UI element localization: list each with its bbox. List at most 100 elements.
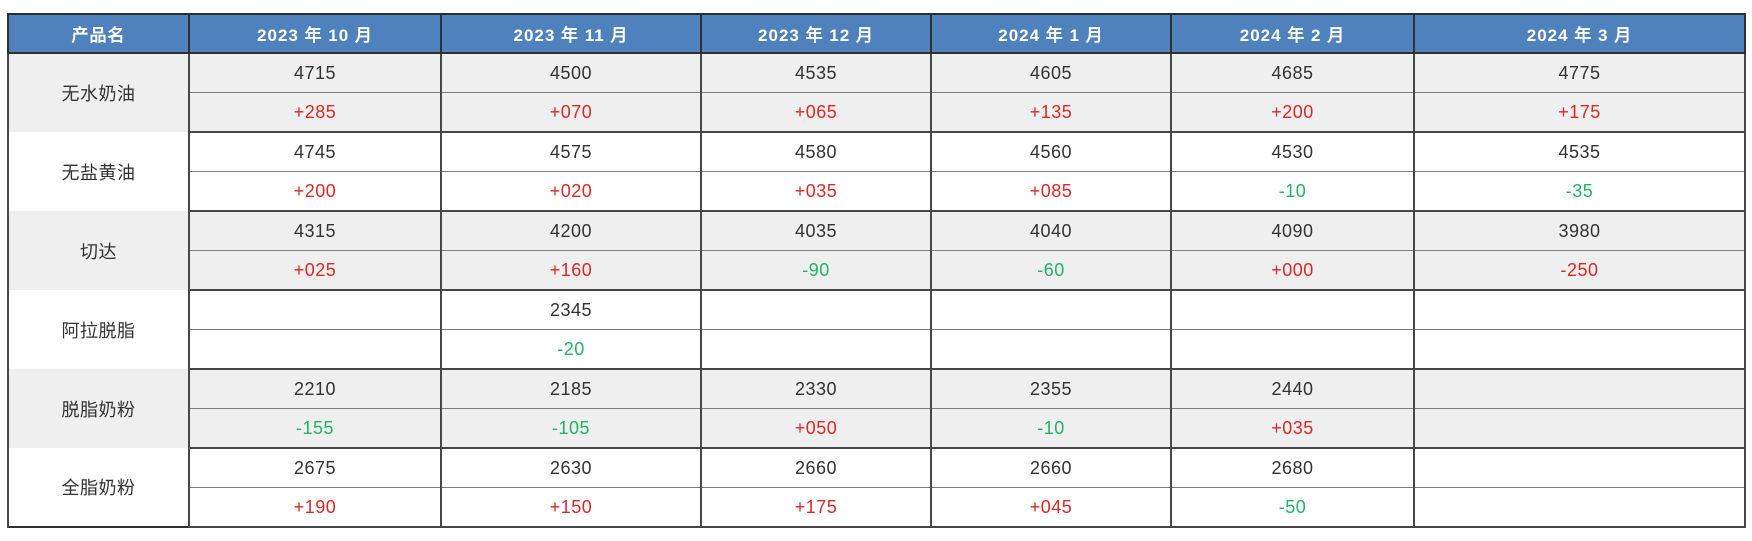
change-cell: +020: [440, 171, 702, 212]
change-cell: +200: [1170, 92, 1415, 133]
price-cell: 4685: [1170, 53, 1415, 93]
price-cell: 4715: [188, 53, 442, 93]
price-cell: 4200: [440, 211, 702, 251]
change-row: -155 -105 +050 -10 +035: [8, 408, 1746, 449]
price-cell: 4605: [930, 53, 1172, 93]
price-cell: 2345: [440, 290, 702, 330]
price-cell: 4535: [1413, 132, 1746, 172]
price-row: 阿拉脱脂 2345: [7, 290, 1746, 369]
product-name-cell: 全脂奶粉: [7, 448, 190, 527]
change-row: +025 +160 -90 -60 +000 -250: [8, 250, 1746, 291]
price-cell: 2185: [440, 369, 702, 409]
change-cell: +285: [188, 92, 442, 133]
column-header-month-5: 2024 年 2 月: [1170, 14, 1415, 54]
change-row: +285 +070 +065 +135 +200 +175: [8, 92, 1746, 133]
price-cell: 2675: [188, 448, 442, 488]
change-row: -20: [8, 329, 1746, 370]
change-cell: -90: [700, 250, 932, 291]
change-cell: -105: [440, 408, 702, 449]
change-cell: +085: [930, 171, 1172, 212]
change-cell: -10: [930, 408, 1172, 449]
price-cell: [1170, 290, 1415, 330]
price-cell: 4560: [930, 132, 1172, 172]
price-cell: 4580: [700, 132, 932, 172]
change-cell: +035: [1170, 408, 1415, 449]
change-cell: [1413, 487, 1746, 528]
change-cell: -10: [1170, 171, 1415, 212]
price-cell: [930, 290, 1172, 330]
price-cell: 2355: [930, 369, 1172, 409]
change-cell: +050: [700, 408, 932, 449]
change-cell: -20: [440, 329, 702, 370]
product-name-cell: 切达: [7, 211, 190, 290]
header-row: 产品名 2023 年 10 月 2023 年 11 月 2023 年 12 月 …: [7, 14, 1746, 54]
change-cell: [930, 329, 1172, 370]
price-cell: 3980: [1413, 211, 1746, 251]
price-cell: 4575: [440, 132, 702, 172]
price-row: 脱脂奶粉 2210 2185 2330 2355 2440: [7, 369, 1746, 448]
change-cell: +160: [440, 250, 702, 291]
price-cell: 4530: [1170, 132, 1415, 172]
price-row: 无盐黄油 4745 4575 4580 4560 4530 4535: [7, 132, 1746, 211]
change-cell: [700, 329, 932, 370]
change-cell: +175: [700, 487, 932, 528]
change-cell: +190: [188, 487, 442, 528]
change-cell: -35: [1413, 171, 1746, 212]
change-cell: +135: [930, 92, 1172, 133]
change-cell: +025: [188, 250, 442, 291]
change-row: +190 +150 +175 +045 -50: [8, 487, 1746, 528]
price-cell: [1413, 448, 1746, 488]
price-cell: 4745: [188, 132, 442, 172]
change-cell: +070: [440, 92, 702, 133]
change-cell: [1413, 408, 1746, 449]
change-cell: [188, 329, 442, 370]
price-cell: [1413, 290, 1746, 330]
price-cell: 2210: [188, 369, 442, 409]
price-row: 全脂奶粉 2675 2630 2660 2660 2680: [7, 448, 1746, 527]
price-row: 无水奶油 4715 4500 4535 4605 4685 4775: [7, 53, 1746, 132]
price-cell: 2680: [1170, 448, 1415, 488]
product-name-cell: 阿拉脱脂: [7, 290, 190, 369]
change-cell: +045: [930, 487, 1172, 528]
column-header-product: 产品名: [7, 14, 190, 54]
column-header-month-6: 2024 年 3 月: [1413, 14, 1746, 54]
change-cell: -155: [188, 408, 442, 449]
price-cell: 4500: [440, 53, 702, 93]
change-cell: +175: [1413, 92, 1746, 133]
column-header-month-2: 2023 年 11 月: [440, 14, 702, 54]
column-header-month-1: 2023 年 10 月: [188, 14, 442, 54]
change-cell: +000: [1170, 250, 1415, 291]
price-cell: 2630: [440, 448, 702, 488]
price-row: 切达 4315 4200 4035 4040 4090 3980: [7, 211, 1746, 290]
price-cell: 4775: [1413, 53, 1746, 93]
change-cell: -50: [1170, 487, 1415, 528]
price-cell: 2660: [700, 448, 932, 488]
price-cell: 4535: [700, 53, 932, 93]
price-cell: 4315: [188, 211, 442, 251]
price-cell: [1413, 369, 1746, 409]
change-cell: +065: [700, 92, 932, 133]
change-cell: -250: [1413, 250, 1746, 291]
price-cell: [700, 290, 932, 330]
price-cell: 2330: [700, 369, 932, 409]
change-cell: -60: [930, 250, 1172, 291]
dairy-price-table: 产品名 2023 年 10 月 2023 年 11 月 2023 年 12 月 …: [7, 13, 1746, 528]
change-cell: +150: [440, 487, 702, 528]
change-cell: +035: [700, 171, 932, 212]
change-row: +200 +020 +035 +085 -10 -35: [8, 171, 1746, 212]
change-cell: +200: [188, 171, 442, 212]
price-cell: 2440: [1170, 369, 1415, 409]
change-cell: [1170, 329, 1415, 370]
price-cell: 4040: [930, 211, 1172, 251]
product-name-cell: 无盐黄油: [7, 132, 190, 211]
price-cell: [188, 290, 442, 330]
price-cell: 4090: [1170, 211, 1415, 251]
column-header-month-4: 2024 年 1 月: [930, 14, 1172, 54]
column-header-month-3: 2023 年 12 月: [700, 14, 932, 54]
price-cell: 2660: [930, 448, 1172, 488]
change-cell: [1413, 329, 1746, 370]
product-name-cell: 无水奶油: [7, 53, 190, 132]
price-cell: 4035: [700, 211, 932, 251]
product-name-cell: 脱脂奶粉: [7, 369, 190, 448]
